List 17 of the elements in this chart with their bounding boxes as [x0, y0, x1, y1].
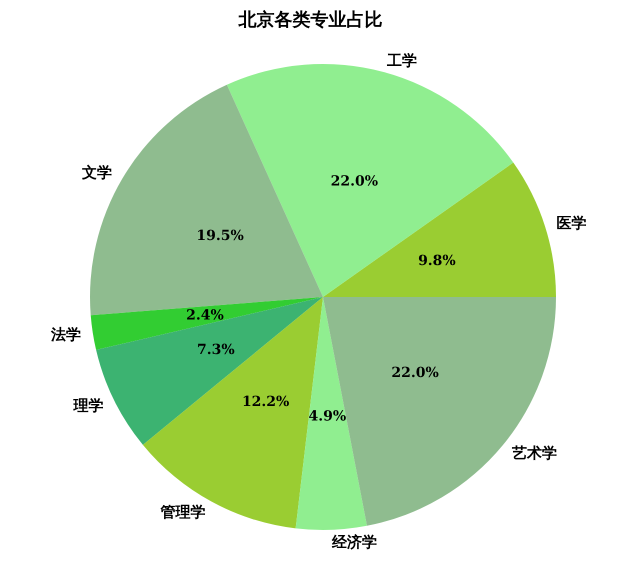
slice-label: 工学 [386, 52, 418, 70]
data-label: 2.4% [186, 307, 224, 324]
slice-label: 管理学 [159, 502, 206, 521]
data-label: 4.9% [308, 408, 346, 424]
data-label: 22.0% [330, 174, 378, 190]
slice-label: 法学 [50, 326, 81, 344]
data-label: 12.2% [242, 394, 290, 410]
data-label: 9.8% [418, 252, 456, 269]
chart-title: 北京各类专业占比 [238, 10, 382, 30]
slice-label: 医学 [556, 214, 587, 232]
data-label: 7.3% [196, 342, 235, 358]
data-label: 19.5% [196, 228, 244, 244]
data-label: 22.0% [391, 365, 439, 382]
slice-label: 理学 [72, 396, 104, 414]
slice-label: 经济学 [330, 532, 377, 551]
slice-label: 艺术学 [510, 444, 557, 462]
slice-label: 文学 [81, 163, 112, 182]
